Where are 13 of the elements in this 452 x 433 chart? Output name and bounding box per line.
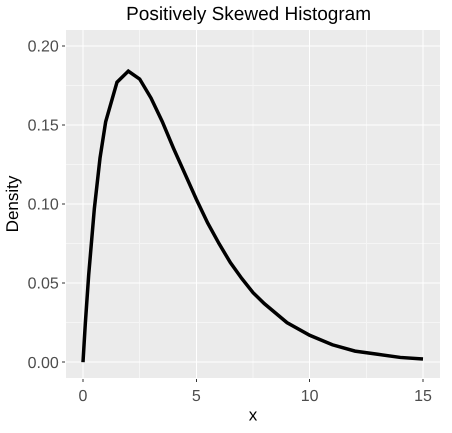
y-tick-label: 0.20: [28, 38, 59, 56]
x-tick-label: 0: [78, 388, 88, 406]
y-tick-label: 0.15: [28, 118, 59, 135]
chart-title: Positively Skewed Histogram: [126, 4, 372, 25]
y-tick-label: 0.10: [28, 196, 59, 214]
x-tick-label: 10: [300, 388, 319, 406]
y-tick-label: 0.05: [28, 276, 59, 293]
line-series: [81, 69, 425, 364]
x-axis-title: x: [248, 406, 258, 425]
x-tick-label: 5: [192, 388, 201, 406]
x-tick-label: 15: [414, 388, 432, 406]
y-tick-label: 0.00: [28, 354, 59, 372]
y-axis-title: Density: [3, 175, 22, 232]
